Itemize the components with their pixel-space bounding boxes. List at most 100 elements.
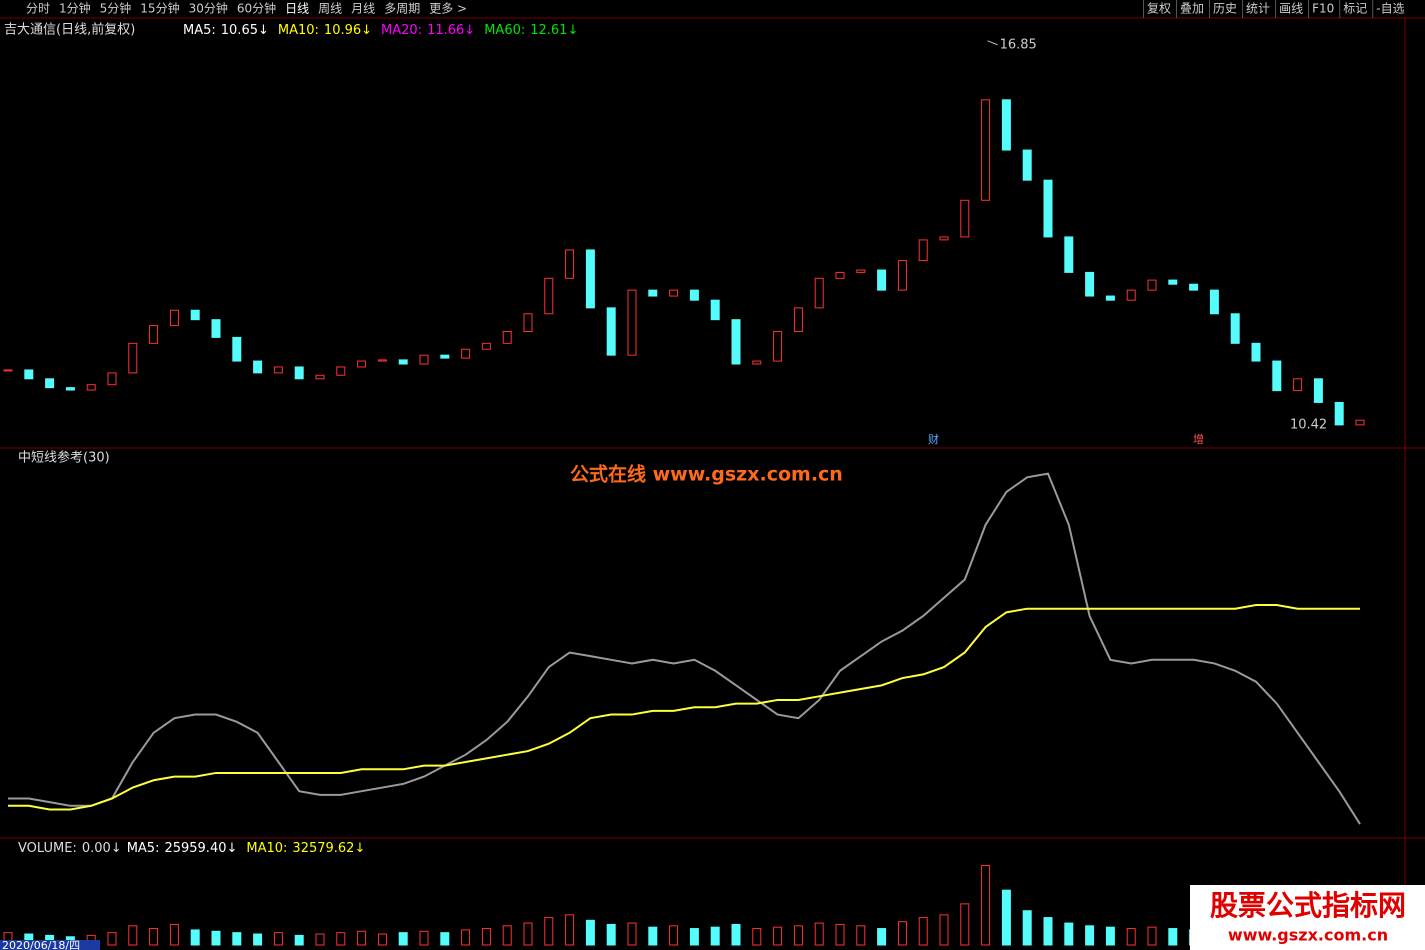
volume-bar [689,928,699,946]
candle [211,319,221,338]
candle [523,313,533,333]
watermark-box [1190,885,1425,950]
toolbar-button[interactable]: 历史 [1213,2,1237,16]
ma-name: MA20: [381,23,422,38]
volume-label: VOLUME: [18,841,77,856]
low-label: 10.42 [1290,417,1327,432]
volume-bar [773,926,783,946]
volume-bar [461,929,471,946]
toolbar-button[interactable]: 叠加 [1180,2,1204,16]
volume-bar [169,923,179,946]
toolbar-button[interactable]: 多周期 [384,2,420,16]
candle [814,277,824,309]
stock-title: 吉大通信(日线,前复权) [4,22,135,38]
toolbar-button[interactable]: 60分钟 [237,1,276,16]
volume-bar [440,932,450,946]
toolbar-separator [1242,0,1244,18]
toolbar-button[interactable]: 分时 [26,2,50,16]
event-mark: 增 [1193,432,1204,446]
volume-bar [918,917,928,946]
candle [877,269,887,291]
toolbar-button[interactable]: 统计 [1246,2,1270,16]
toolbar-button[interactable]: 复权 [1147,2,1171,16]
candle [419,354,429,365]
toolbar-button[interactable]: 1分钟 [59,1,91,16]
toolbar-button[interactable]: 周线 [318,2,342,16]
toolbar-separator [1275,0,1277,18]
ma-trend: ↓ [361,23,372,38]
ma-value: 12.61 [530,23,567,38]
candle [1209,289,1219,315]
volume-bar [357,930,367,946]
volume-bar [752,928,762,946]
candle [3,369,13,372]
toolbar-button[interactable]: 日线 [285,2,309,16]
candle [169,309,179,327]
toolbar-button[interactable]: 30分钟 [189,1,228,16]
volume-bar [377,933,387,946]
candle [481,342,491,350]
cursor-date: 2020/06/18/四 [2,939,80,950]
toolbar-button[interactable]: 标记 [1343,2,1367,16]
candle [752,360,762,365]
ma-trend: ↓ [226,841,237,856]
toolbar: 分时 1分钟 5分钟 15分钟 30分钟 60分钟 日线 周线 月线 多周期 更多 > 复权 叠加 历史统… [26,0,1405,18]
toolbar-button[interactable]: 更多 > [429,2,467,16]
toolbar-separator [1372,0,1374,18]
volume-bar [107,932,117,946]
candle [1085,271,1095,297]
volume-trend: ↓ [111,841,122,856]
volume-bar [939,914,949,946]
candle [107,372,117,386]
volume-bar [336,932,346,946]
candle [128,342,138,374]
toolbar-button[interactable]: 15分钟 [140,1,179,16]
volume-bar [793,925,803,946]
volume-bar [211,930,221,946]
toolbar-button[interactable]: 5分钟 [100,1,132,16]
volume-bar [544,917,554,946]
candle [1043,179,1053,238]
candle [1126,289,1136,301]
ma-legend: MA10: 32579.62↓ [246,841,365,856]
volume-bar [232,932,242,946]
volume-bar [1043,917,1053,946]
candle [585,249,595,309]
volume-bar [1168,928,1178,946]
volume-bar [398,932,408,946]
ma-value: 10.96 [324,23,361,38]
candle [1022,149,1032,181]
volume-bar [502,925,512,946]
toolbar-button[interactable]: 月线 [351,2,375,16]
ma-name: MA10: [246,841,287,856]
volume-bar [856,925,866,946]
toolbar-button[interactable]: -自选 [1376,2,1404,16]
toolbar-separator [1339,0,1341,18]
candle [565,249,575,279]
watermark-url: www.gszx.com.cn [1228,926,1388,945]
volume-bar [897,921,907,946]
candle [1293,378,1303,392]
candle [440,354,450,359]
candle [377,359,387,362]
toolbar-button[interactable]: 画线 [1279,2,1303,16]
high-label: 16.85 [1000,37,1037,52]
toolbar-separator [1308,0,1310,18]
date-box [0,940,100,950]
candle [773,331,783,362]
candle [1001,99,1011,151]
volume-bar [190,929,200,946]
volume-value: 0.00 [82,841,111,856]
candle [1105,295,1115,301]
candle [1334,401,1344,426]
candle [190,309,200,321]
ma-value_label: 32579.62 [292,841,354,856]
candle [981,99,991,201]
toolbar-button[interactable]: F10 [1312,2,1334,16]
volume-bar [1001,889,1011,946]
volume-bar [1126,928,1136,946]
candle [544,277,554,315]
ma-legend: MA5: 10.65↓ [183,23,269,38]
candle [960,199,970,238]
